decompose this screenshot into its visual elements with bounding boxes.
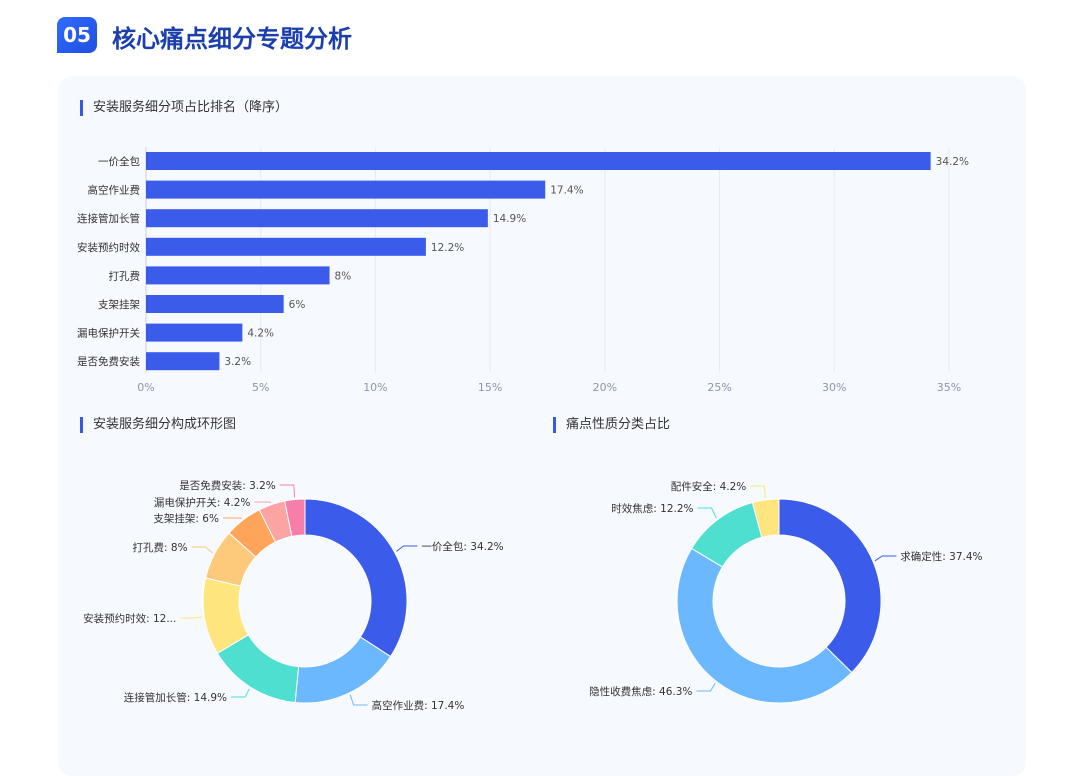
donut-slice [779, 499, 881, 672]
donut-slice-label: 隐性收费焦虑: 46.3% [589, 685, 692, 698]
donut-slice-label: 时效焦虑: 12.2% [611, 502, 693, 515]
donut-leader-line [750, 486, 765, 498]
donut-leader-line [696, 683, 715, 691]
donut-leader-line [698, 508, 717, 518]
donut-slice [677, 548, 852, 703]
donut-slice-label: 配件安全: 4.2% [671, 480, 747, 493]
donut-leader-line [875, 556, 896, 561]
donut-slice-label: 求确定性: 37.4% [900, 550, 982, 563]
